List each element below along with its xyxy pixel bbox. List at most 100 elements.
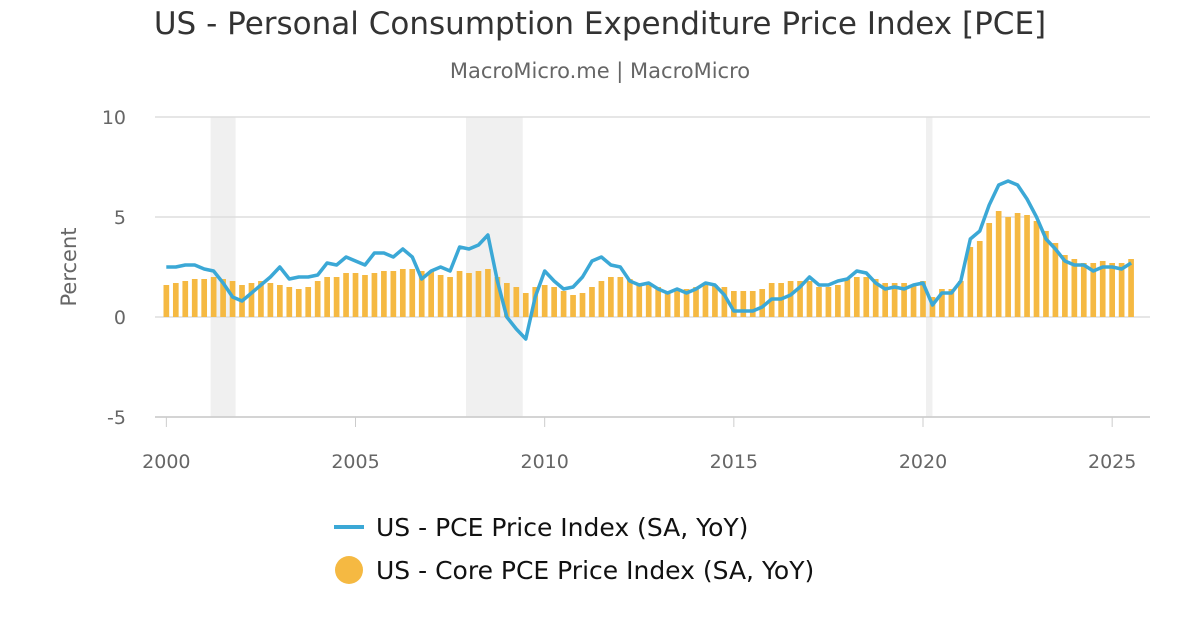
bar bbox=[693, 287, 699, 317]
bar bbox=[759, 289, 766, 317]
bar bbox=[437, 275, 444, 317]
bar bbox=[541, 285, 548, 317]
bar bbox=[399, 269, 406, 317]
bar bbox=[787, 281, 794, 317]
bar bbox=[863, 277, 870, 317]
bar bbox=[891, 283, 898, 317]
bar bbox=[835, 285, 841, 317]
bar bbox=[579, 293, 586, 317]
bar bbox=[522, 293, 529, 317]
bar bbox=[872, 279, 879, 317]
legend-label: US - Core PCE Price Index (SA, YoY) bbox=[376, 556, 814, 585]
bar bbox=[626, 279, 633, 317]
bar bbox=[191, 279, 198, 317]
bar bbox=[636, 283, 643, 317]
bar bbox=[277, 285, 283, 317]
bar bbox=[324, 277, 330, 317]
bar bbox=[172, 283, 179, 317]
chart-subtitle: MacroMicro.me | MacroMicro bbox=[450, 59, 750, 84]
bar bbox=[267, 283, 274, 317]
bar bbox=[504, 283, 510, 317]
bar bbox=[1109, 263, 1116, 317]
bar bbox=[721, 287, 728, 317]
bar bbox=[589, 287, 595, 317]
bar bbox=[1128, 259, 1134, 317]
bar bbox=[749, 291, 756, 317]
bar bbox=[494, 277, 501, 317]
bar bbox=[825, 287, 832, 317]
bar bbox=[731, 291, 737, 317]
bar bbox=[740, 291, 747, 317]
bar bbox=[371, 273, 378, 317]
x-tick-label: 2015 bbox=[710, 451, 758, 473]
bar bbox=[466, 273, 472, 317]
bar bbox=[1071, 259, 1078, 317]
y-tick-label: 5 bbox=[114, 207, 126, 229]
line bbox=[166, 179, 1133, 341]
bar bbox=[957, 281, 964, 317]
bar bbox=[1033, 221, 1040, 317]
bar bbox=[664, 291, 671, 317]
x-tick-label: 2025 bbox=[1088, 451, 1136, 473]
bar bbox=[901, 283, 907, 317]
legend-label: US - PCE Price Index (SA, YoY) bbox=[376, 513, 748, 542]
y-tick-label: 10 bbox=[102, 107, 126, 129]
bar bbox=[229, 281, 236, 317]
bar bbox=[333, 277, 340, 317]
bar bbox=[674, 289, 680, 317]
bar bbox=[570, 295, 576, 317]
y-tick-label: 0 bbox=[114, 307, 126, 329]
bar bbox=[551, 287, 557, 317]
bar bbox=[485, 269, 491, 317]
chart-title: US - Personal Consumption Expenditure Pr… bbox=[154, 6, 1046, 42]
bar bbox=[976, 241, 983, 317]
bar bbox=[995, 211, 1002, 317]
shaded-range bbox=[210, 117, 236, 417]
bar bbox=[314, 281, 321, 317]
bar bbox=[683, 289, 690, 317]
bar bbox=[428, 271, 435, 317]
bar bbox=[1043, 231, 1049, 317]
bar bbox=[806, 281, 813, 317]
bar bbox=[967, 247, 974, 317]
y-tick-label: -5 bbox=[107, 407, 126, 429]
bar bbox=[456, 271, 463, 317]
bar bbox=[844, 279, 851, 317]
bar bbox=[381, 271, 387, 317]
bar bbox=[362, 275, 368, 317]
bar bbox=[475, 271, 482, 317]
shaded-range bbox=[926, 117, 933, 417]
bar bbox=[1024, 215, 1030, 317]
bar bbox=[210, 277, 217, 317]
bar bbox=[248, 283, 255, 317]
bar bbox=[617, 277, 624, 317]
x-tick-label: 2005 bbox=[331, 451, 379, 473]
bar bbox=[986, 223, 993, 317]
bar bbox=[853, 277, 860, 317]
bar bbox=[1118, 263, 1125, 317]
bar bbox=[343, 273, 349, 317]
bar bbox=[608, 277, 614, 317]
bar bbox=[939, 289, 945, 317]
bar bbox=[286, 287, 293, 317]
bar bbox=[882, 283, 889, 317]
bar bbox=[645, 283, 652, 317]
bar bbox=[295, 289, 302, 317]
legend-dot bbox=[335, 556, 363, 584]
bar bbox=[390, 271, 397, 317]
bar bbox=[712, 285, 718, 317]
bar bbox=[1090, 263, 1097, 317]
bar bbox=[948, 289, 955, 317]
bar bbox=[1005, 217, 1011, 317]
bar bbox=[910, 285, 917, 317]
bar bbox=[163, 285, 170, 317]
x-tick-label: 2000 bbox=[142, 451, 190, 473]
bar bbox=[655, 287, 662, 317]
bar bbox=[598, 281, 605, 317]
bar bbox=[352, 273, 359, 317]
bar bbox=[1052, 243, 1059, 317]
y-axis-label: Percent bbox=[57, 227, 81, 306]
bar bbox=[220, 279, 226, 317]
bar bbox=[797, 281, 803, 317]
